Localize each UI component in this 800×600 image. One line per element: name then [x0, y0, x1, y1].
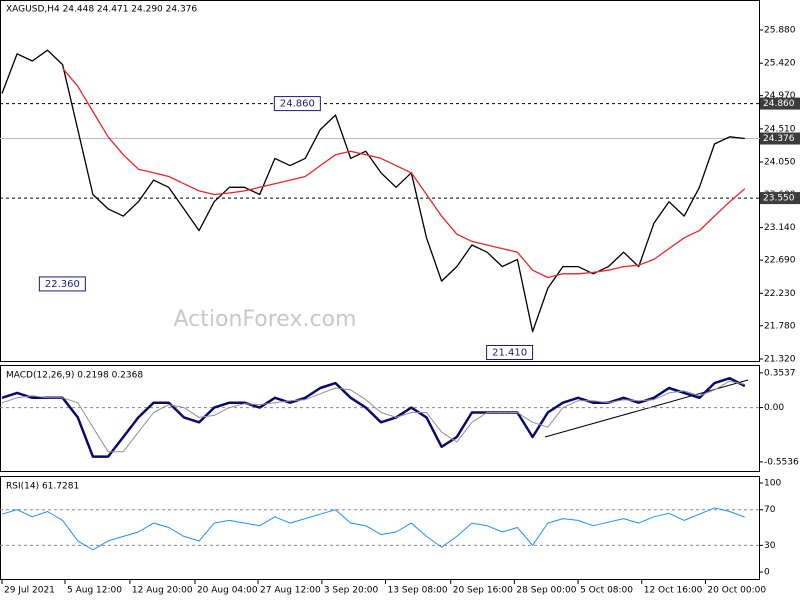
x-tick-label: 12 Aug 20:00: [132, 586, 193, 596]
rsi-panel-frame: [0, 476, 760, 580]
price-tag: [760, 132, 800, 145]
x-tick-label: 12 Oct 16:00: [644, 586, 703, 596]
x-tick-label: 13 Sep 08:00: [388, 586, 448, 596]
y-tick-label: 21.320: [764, 354, 796, 364]
x-tick-label: 3 Sep 20:00: [324, 586, 379, 596]
series-line: [1, 380, 745, 453]
y-tick-label: 24.970: [764, 91, 796, 101]
x-tick-label: 29 Jul 2021: [4, 586, 55, 596]
price-panel-frame: [0, 0, 760, 362]
series-line: [1, 376, 746, 458]
y-tick-label: 22.230: [764, 289, 796, 299]
y-tick-label: 0.00: [764, 403, 784, 413]
annotation-box: [38, 276, 86, 292]
y-tick-label: 24.510: [764, 124, 796, 134]
panel-title: RSI(14) 61.7281: [6, 482, 79, 492]
price-tag-label: 24.376: [763, 134, 795, 144]
y-tick-label: 0: [764, 568, 770, 578]
y-tick-label: 70: [764, 505, 776, 515]
x-tick-label: 20 Sep 16:00: [453, 586, 513, 596]
x-tick-label: 27 Aug 12:00: [260, 586, 321, 596]
annotation-label: 21.410: [492, 347, 527, 358]
watermark: ActionForex.com: [174, 307, 357, 332]
y-tick-label: 25.420: [764, 59, 796, 69]
annotation-label: 24.860: [280, 99, 315, 110]
y-tick-label: 21.780: [764, 321, 796, 331]
x-tick-label: 5 Aug 12:00: [67, 586, 122, 596]
y-tick-label: 30: [764, 541, 776, 551]
y-tick-label: 100: [764, 478, 781, 488]
y-tick-label: -0.5536: [764, 457, 799, 467]
macd-panel-frame: [0, 365, 760, 472]
y-tick-label: 22.690: [764, 256, 796, 266]
annotation-box: [486, 344, 534, 360]
y-tick-label: 23.140: [764, 223, 796, 233]
series-line: [62, 67, 746, 279]
annotation-box: [273, 96, 321, 112]
y-tick-label: 25.880: [764, 26, 796, 36]
x-tick-label: 20 Aug 04:00: [197, 586, 258, 596]
x-tick-label: 28 Sep 00:00: [516, 586, 576, 596]
price-tag: [760, 192, 800, 205]
series-line: [1, 507, 745, 551]
panel-title: XAGUSD,H4 24.448 24.471 24.290 24.376: [6, 5, 197, 15]
y-tick-label: 0.3537: [764, 368, 796, 378]
x-tick-label: 20 Oct 00:00: [707, 586, 766, 596]
price-tag: [760, 97, 800, 110]
price-tag-label: 23.550: [763, 194, 795, 204]
price-tag-label: 24.860: [763, 99, 795, 109]
series-line: [1, 49, 745, 333]
annotation-label: 22.360: [45, 279, 80, 290]
panel-title: MACD(12,26,9) 0.2198 0.2368: [6, 371, 143, 381]
x-tick-label: 5 Oct 08:00: [580, 586, 633, 596]
y-tick-label: 24.050: [764, 158, 796, 168]
